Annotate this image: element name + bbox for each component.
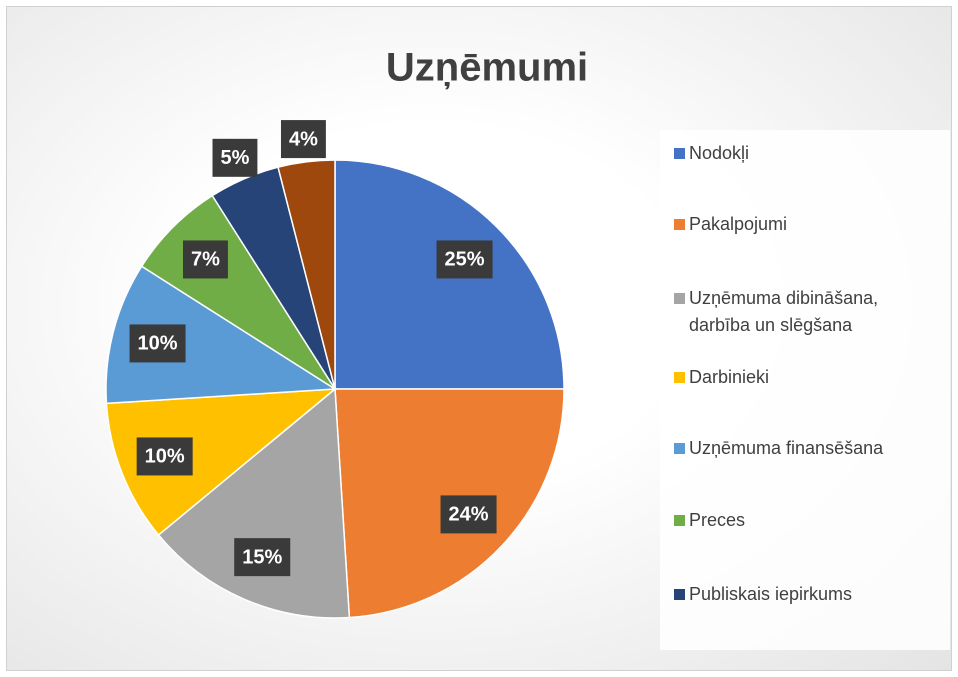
data-label: 24%: [440, 495, 497, 534]
legend-entry: Pakalpojumi: [674, 211, 944, 238]
pie-slice: [157, 387, 351, 619]
data-label-text: 5%: [221, 147, 250, 169]
data-label-box: [136, 437, 193, 476]
data-label: 25%: [436, 240, 493, 279]
legend-label: Uzņēmuma dibināšana, darbība un slēgšana: [689, 288, 879, 335]
legend-entry: Nodokļi: [674, 140, 944, 167]
legend-label: Publiskais iepirkums: [689, 584, 853, 604]
data-label-box: [234, 538, 291, 577]
data-label-box: [436, 240, 493, 279]
data-label: 5%: [212, 138, 258, 177]
data-label: 15%: [234, 538, 291, 577]
data-label-text: 10%: [145, 446, 185, 468]
data-label-text: 10%: [138, 333, 178, 355]
legend-swatch: [674, 148, 685, 159]
legend-entry: Uzņēmuma finansēšana: [674, 435, 944, 462]
data-label-box: [280, 120, 326, 159]
data-label: 7%: [183, 240, 228, 279]
data-label: 10%: [129, 324, 186, 363]
legend-label: Nodokļi: [689, 143, 750, 163]
legend-entry: Publiskais iepirkums: [674, 581, 944, 608]
data-label-text: 7%: [191, 249, 220, 271]
legend-swatch: [674, 219, 685, 230]
data-label-text: 15%: [242, 546, 282, 568]
data-label-text: 25%: [445, 249, 485, 271]
chart-title: Uzņēmumi: [386, 46, 588, 90]
legend-entry: Uzņēmuma dibināšana, darbība un slēgšana: [674, 285, 944, 339]
legend-swatch: [674, 515, 685, 526]
data-label-box: [440, 495, 497, 534]
data-label: 10%: [136, 437, 193, 476]
legend-label: Pakalpojumi: [689, 214, 788, 234]
data-label: 4%: [280, 120, 326, 159]
data-label-box: [212, 138, 258, 177]
legend-swatch: [674, 293, 685, 304]
legend-label: Uzņēmuma finansēšana: [689, 438, 884, 458]
data-label-box: [183, 240, 228, 279]
data-label-box: [129, 324, 186, 363]
pie-slice: [105, 388, 338, 537]
pie-slice: [105, 265, 338, 405]
legend-label: Preces: [689, 510, 746, 530]
legend-label: Darbinieki: [689, 367, 770, 387]
data-label-text: 24%: [449, 504, 489, 526]
legend-swatch: [674, 589, 685, 600]
legend: Nodokļi Pakalpojumi Uzņēmuma dibināšana, d…: [660, 130, 950, 650]
legend-entry: Preces: [674, 507, 944, 534]
legend-swatch: [674, 443, 685, 454]
legend-entry: Darbinieki: [674, 364, 944, 391]
pie-slice: [277, 159, 336, 390]
legend-swatch: [674, 372, 685, 383]
data-label-text: 4%: [289, 128, 318, 150]
